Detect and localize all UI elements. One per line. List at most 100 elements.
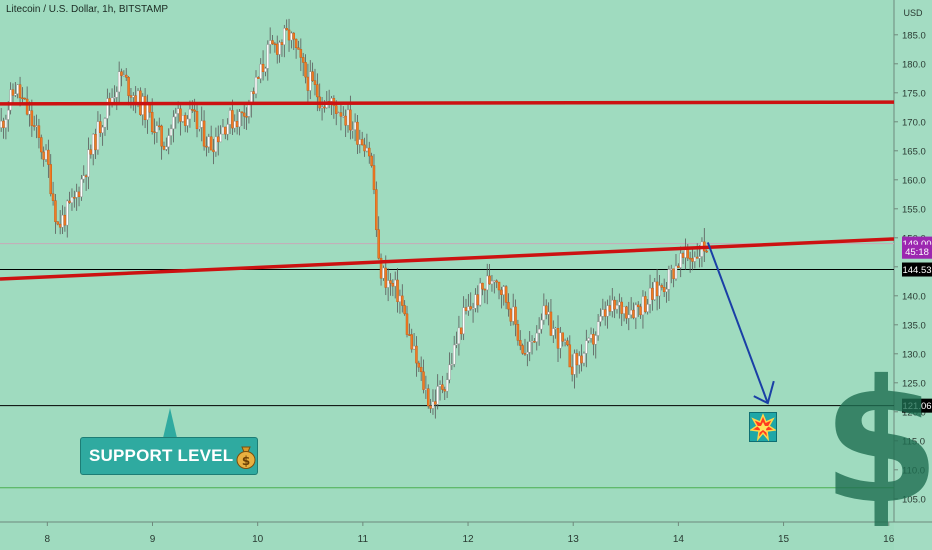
candle-body	[698, 256, 701, 259]
dollar-sign-icon: $	[822, 344, 932, 542]
candle-body	[629, 309, 633, 316]
x-tick-label: 10	[252, 534, 264, 545]
candle-body	[334, 105, 338, 114]
candle-body	[469, 306, 472, 310]
candle-body	[23, 97, 27, 100]
candle-body	[91, 134, 95, 155]
x-tick-label: 9	[150, 534, 156, 545]
candle-body	[221, 126, 225, 135]
candle-body	[7, 109, 10, 120]
price-label-text: 45:18	[905, 247, 929, 258]
candle-body	[544, 305, 548, 315]
candle-body	[504, 286, 508, 303]
candle-body	[401, 295, 404, 306]
candle-body	[37, 125, 41, 138]
candle-body	[509, 308, 513, 322]
candle-body	[516, 324, 520, 341]
candle-body	[625, 306, 628, 319]
candle-body	[530, 341, 534, 343]
candle-body	[226, 124, 229, 135]
candle-body	[143, 96, 147, 121]
candle-body	[587, 337, 590, 341]
candle-body	[330, 98, 333, 102]
candle-body	[233, 121, 237, 129]
candle-body	[271, 40, 274, 45]
candle-body	[313, 80, 317, 85]
candle-body	[124, 74, 128, 78]
candle-body	[497, 281, 501, 291]
candle-body	[658, 285, 661, 297]
candle-body	[51, 193, 55, 201]
candle-body	[474, 294, 477, 309]
candle-body	[592, 334, 595, 345]
candle-body	[216, 136, 220, 143]
candle-body	[485, 275, 489, 291]
candle-body	[292, 32, 296, 40]
candle-body	[559, 332, 562, 349]
candle-body	[613, 299, 616, 310]
candle-body	[478, 282, 482, 306]
candle-body	[205, 145, 208, 148]
candle-body	[488, 275, 491, 285]
candle-body	[627, 314, 631, 319]
money-bag-icon: $	[236, 446, 256, 469]
candle-body	[632, 309, 635, 319]
candle-body	[82, 175, 86, 180]
candle-body	[360, 139, 364, 146]
candle-body	[254, 77, 258, 95]
candle-body	[4, 119, 8, 128]
candle-body	[384, 267, 388, 288]
candle-body	[382, 267, 385, 279]
candle-body	[540, 319, 543, 330]
candle-body	[412, 345, 416, 350]
candle-body	[639, 306, 642, 316]
candle-body	[426, 388, 430, 407]
y-tick-label: 170.0	[902, 117, 926, 128]
y-tick-label: 110.0	[902, 465, 925, 476]
candle-body	[14, 93, 17, 96]
candle-body	[283, 28, 286, 45]
candle-body	[405, 313, 409, 335]
candle-body	[622, 306, 626, 314]
candle-body	[502, 286, 505, 295]
candle-body	[651, 287, 654, 300]
candle-body	[566, 340, 569, 346]
candle-body	[445, 379, 449, 392]
candle-body	[403, 305, 406, 315]
candle-body	[287, 29, 291, 41]
candle-body	[214, 136, 218, 153]
candle-body	[0, 120, 3, 128]
candle-body	[679, 253, 682, 268]
candle-body	[528, 341, 531, 353]
candle-body	[35, 125, 38, 128]
candle-body	[589, 334, 593, 339]
candle-body	[511, 306, 515, 322]
candle-body	[181, 115, 185, 122]
candle-body	[441, 384, 444, 390]
candle-body	[311, 71, 314, 81]
candle-body	[169, 128, 173, 136]
candle-body	[28, 110, 31, 115]
candle-body	[415, 345, 418, 364]
candle-body	[278, 42, 281, 55]
candle-body	[316, 84, 319, 98]
candle-body	[391, 283, 395, 287]
candle-body	[431, 401, 435, 409]
candle-body	[662, 287, 666, 293]
candle-body	[653, 281, 656, 300]
candle-body	[148, 104, 152, 113]
y-tick-label: 135.0	[902, 320, 926, 331]
candle-body	[21, 97, 24, 100]
candle-body	[179, 108, 182, 122]
candle-body	[419, 366, 423, 373]
candle-body	[495, 280, 498, 283]
x-tick-label: 11	[358, 534, 369, 545]
candle-body	[261, 63, 265, 73]
candle-body	[44, 149, 48, 160]
candle-body	[344, 115, 347, 126]
candle-body	[594, 335, 598, 345]
candle-body	[40, 137, 43, 153]
candle-body	[290, 32, 293, 41]
y-tick-label: 140.0	[902, 291, 926, 302]
